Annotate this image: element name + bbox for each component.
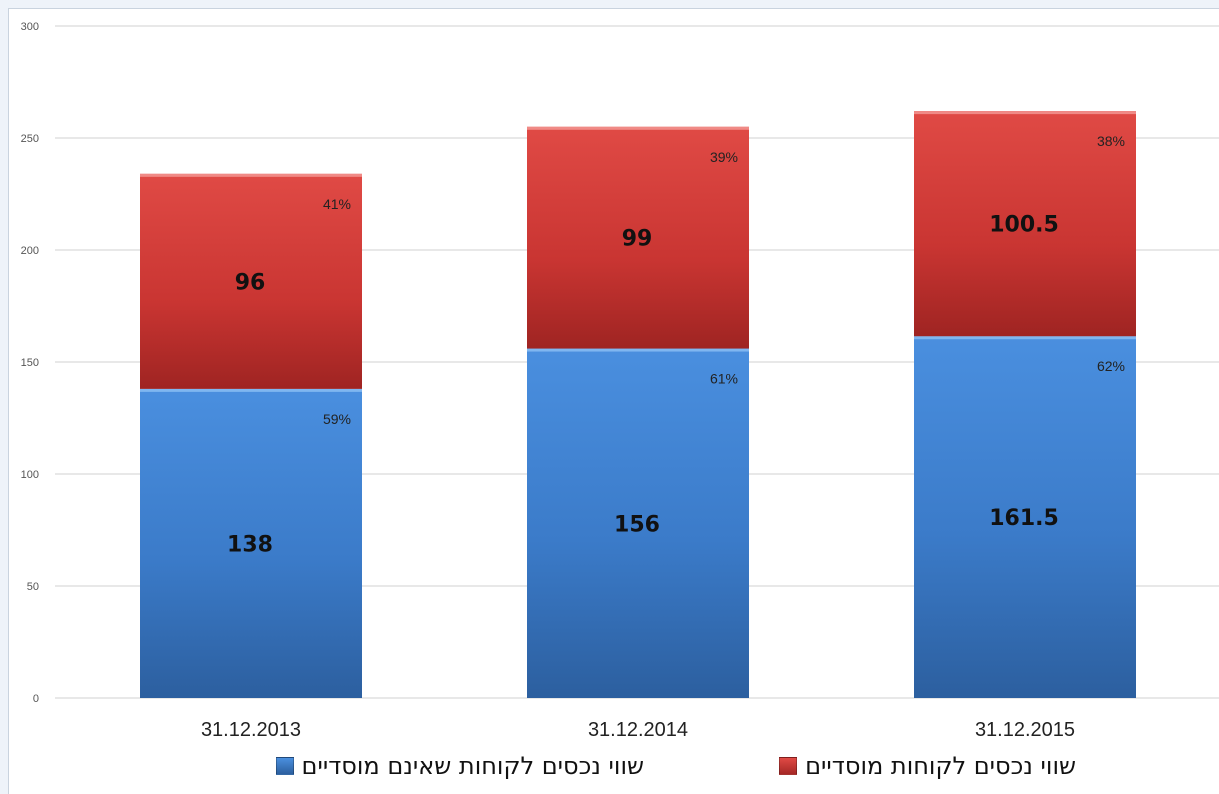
x-tick-label: 31.12.2013	[201, 719, 301, 741]
bar-value-label: 138	[227, 532, 273, 557]
bar-segment-highlight	[527, 126, 749, 130]
bar-segment	[140, 173, 362, 389]
y-tick-label: 300	[21, 21, 39, 33]
x-tick-label: 31.12.2015	[975, 719, 1075, 741]
x-axis: 31.12.2013 31.12.2014 31.12.2015	[201, 719, 1075, 741]
y-tick-label: 100	[21, 469, 39, 481]
bar-segment-highlight	[527, 348, 749, 352]
legend-label-non-institutional: שווי נכסים לקוחות שאינם מוסדיים	[301, 752, 644, 780]
legend-swatch-non-institutional	[275, 757, 294, 775]
legend: שווי נכסים לקוחות מוסדיים שווי נכסים לקו…	[0, 752, 1219, 792]
y-tick-label: 150	[21, 357, 39, 369]
bar-segment	[140, 388, 362, 698]
legend-item-institutional: שווי נכסים לקוחות מוסדיים	[779, 752, 1076, 780]
y-tick-label: 200	[21, 245, 39, 257]
bar-segment	[527, 348, 749, 698]
bar-percent-label: 61%	[710, 371, 738, 387]
bar-percent-label: 38%	[1097, 133, 1125, 149]
bar-percent-label: 39%	[710, 149, 738, 165]
legend-item-non-institutional: שווי נכסים לקוחות שאינם מוסדיים	[275, 752, 644, 780]
data-labels: 138 59% 96 41% 156 61% 99 39% 161.5 62% 100.5 38%	[227, 133, 1125, 557]
legend-label-institutional: שווי נכסים לקוחות מוסדיים	[805, 752, 1076, 780]
bar-segment-highlight	[914, 336, 1136, 340]
y-tick-label: 250	[21, 133, 39, 145]
bar-segment	[914, 111, 1136, 337]
bar-segment-highlight	[140, 173, 362, 177]
x-tick-label: 31.12.2014	[588, 719, 688, 741]
y-axis: 0 50 100 150 200 250 300	[21, 21, 39, 705]
bar-percent-label: 41%	[323, 196, 351, 212]
y-tick-label: 50	[27, 581, 39, 593]
bar-value-label: 100.5	[989, 213, 1059, 238]
bar-value-label: 161.5	[989, 506, 1059, 531]
y-tick-label: 0	[33, 693, 39, 705]
bar-segment	[527, 126, 749, 349]
bar-value-label: 99	[622, 227, 653, 252]
bars	[140, 111, 1136, 698]
bar-percent-label: 59%	[323, 411, 351, 427]
bar-segment-highlight	[140, 388, 362, 392]
bar-segment-highlight	[914, 111, 1136, 115]
bar-segment	[914, 336, 1136, 698]
legend-swatch-institutional	[779, 757, 798, 775]
bar-value-label: 156	[614, 512, 660, 537]
bar-value-label: 96	[235, 270, 266, 295]
bar-percent-label: 62%	[1097, 358, 1125, 374]
